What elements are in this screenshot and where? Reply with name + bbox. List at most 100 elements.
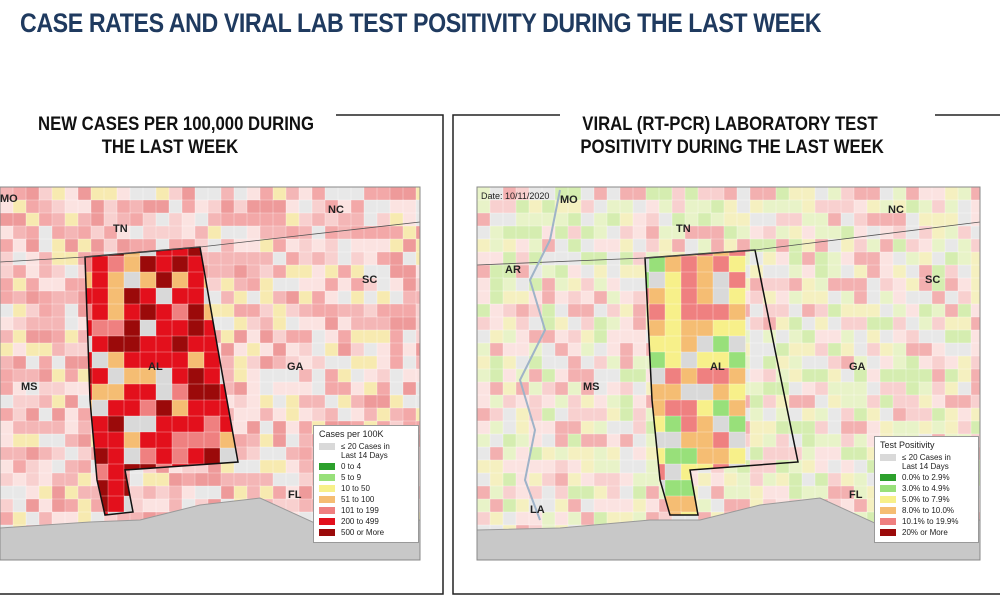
county	[944, 187, 959, 201]
legend-item: 5 to 9	[319, 473, 413, 482]
county	[814, 212, 829, 227]
county	[25, 485, 40, 500]
county	[648, 271, 666, 289]
county	[203, 415, 221, 433]
county	[455, 369, 469, 383]
county	[38, 212, 53, 227]
state-label: TN	[113, 223, 128, 235]
county	[866, 212, 881, 227]
county	[567, 407, 582, 422]
county	[827, 290, 842, 305]
county	[25, 329, 40, 344]
county	[123, 319, 141, 337]
county	[814, 459, 829, 474]
county	[554, 342, 569, 357]
county	[853, 329, 868, 344]
county	[107, 463, 125, 481]
county	[775, 394, 790, 409]
county	[632, 264, 647, 279]
county	[619, 342, 634, 357]
county	[866, 368, 881, 383]
county	[879, 329, 894, 344]
county	[455, 499, 469, 513]
county	[477, 303, 491, 318]
county	[827, 277, 842, 292]
county	[957, 225, 972, 240]
county	[827, 342, 842, 357]
state-label: LA	[530, 504, 545, 516]
county	[736, 485, 751, 500]
county	[389, 381, 404, 396]
county	[879, 368, 894, 383]
county	[866, 407, 881, 422]
county	[455, 382, 469, 396]
county	[696, 255, 714, 273]
county	[298, 290, 313, 305]
county	[664, 367, 682, 385]
county	[350, 381, 365, 396]
county	[233, 342, 248, 357]
county	[853, 316, 868, 331]
county	[580, 446, 595, 461]
county	[541, 381, 556, 396]
county	[697, 212, 712, 227]
county	[429, 187, 443, 201]
county	[554, 225, 569, 240]
county	[866, 187, 881, 201]
legend-label: 20% or More	[902, 528, 948, 537]
county	[38, 420, 53, 435]
county	[233, 238, 248, 253]
county	[477, 316, 491, 331]
county	[593, 225, 608, 240]
county	[38, 472, 53, 487]
county	[233, 225, 248, 240]
county	[389, 303, 404, 318]
county	[728, 431, 746, 449]
page-title: CASE RATES AND VIRAL LAB TEST POSITIVITY…	[20, 8, 822, 38]
county	[944, 407, 959, 422]
county	[285, 459, 300, 474]
county	[840, 472, 855, 487]
county	[619, 420, 634, 435]
legend-title: Test Positivity	[880, 440, 935, 450]
county	[931, 199, 946, 214]
county	[775, 329, 790, 344]
county	[664, 303, 682, 321]
county	[593, 420, 608, 435]
county	[762, 368, 777, 383]
county	[363, 381, 378, 396]
county	[970, 199, 980, 214]
county	[541, 485, 556, 500]
county	[171, 447, 189, 465]
county	[402, 199, 417, 214]
county	[944, 264, 959, 279]
county	[376, 316, 391, 331]
county	[376, 342, 391, 357]
county	[350, 238, 365, 253]
county	[272, 485, 287, 500]
county	[168, 187, 183, 201]
county	[402, 212, 417, 227]
county	[728, 255, 746, 273]
county	[554, 238, 569, 253]
county	[554, 355, 569, 370]
legend-swatch	[880, 518, 896, 525]
county	[606, 381, 621, 396]
county	[233, 394, 248, 409]
county	[606, 187, 621, 201]
county	[171, 303, 189, 321]
county	[541, 420, 556, 435]
county	[181, 187, 196, 201]
county	[853, 251, 868, 266]
county	[775, 277, 790, 292]
county	[12, 303, 27, 318]
county	[684, 238, 699, 253]
county	[853, 187, 868, 201]
county	[879, 251, 894, 266]
county	[220, 277, 235, 292]
county	[892, 187, 907, 201]
county	[337, 264, 352, 279]
county	[619, 355, 634, 370]
county	[801, 199, 816, 214]
county	[0, 420, 14, 435]
